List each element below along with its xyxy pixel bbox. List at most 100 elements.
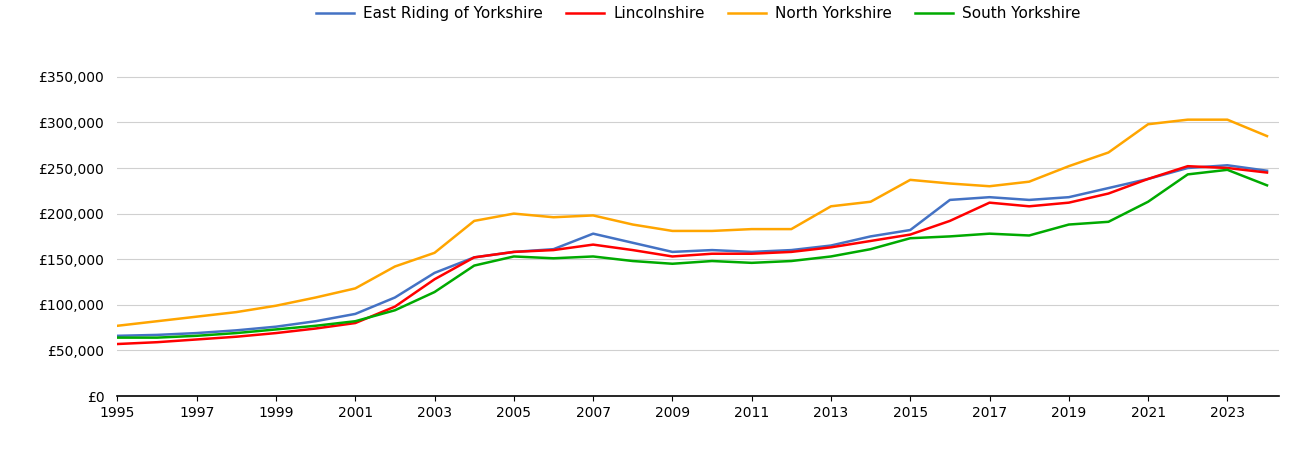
North Yorkshire bbox=[664, 228, 680, 234]
Legend: East Riding of Yorkshire, Lincolnshire, North Yorkshire, South Yorkshire: East Riding of Yorkshire, Lincolnshire, … bbox=[309, 0, 1087, 27]
South Yorkshire bbox=[347, 319, 363, 324]
East Riding of Yorkshire bbox=[823, 243, 839, 248]
North Yorkshire bbox=[269, 303, 284, 308]
North Yorkshire bbox=[506, 211, 522, 216]
North Yorkshire bbox=[744, 226, 760, 232]
Lincolnshire bbox=[981, 200, 997, 205]
South Yorkshire bbox=[903, 235, 919, 241]
South Yorkshire bbox=[427, 289, 442, 295]
East Riding of Yorkshire bbox=[1259, 168, 1275, 173]
East Riding of Yorkshire bbox=[308, 319, 324, 324]
Lincolnshire bbox=[308, 326, 324, 331]
East Riding of Yorkshire bbox=[545, 247, 561, 252]
East Riding of Yorkshire bbox=[863, 234, 878, 239]
East Riding of Yorkshire bbox=[1141, 176, 1156, 182]
North Yorkshire bbox=[586, 213, 602, 218]
Lincolnshire bbox=[545, 248, 561, 253]
Lincolnshire bbox=[942, 218, 958, 224]
North Yorkshire bbox=[863, 199, 878, 204]
Lincolnshire bbox=[1180, 163, 1195, 169]
South Yorkshire bbox=[149, 335, 164, 340]
Line: North Yorkshire: North Yorkshire bbox=[117, 120, 1267, 326]
South Yorkshire bbox=[308, 323, 324, 328]
Lincolnshire bbox=[506, 249, 522, 255]
East Riding of Yorkshire bbox=[228, 328, 244, 333]
Lincolnshire bbox=[1061, 200, 1077, 205]
South Yorkshire bbox=[705, 258, 720, 264]
South Yorkshire bbox=[110, 335, 125, 340]
South Yorkshire bbox=[388, 307, 403, 313]
North Yorkshire bbox=[705, 228, 720, 234]
South Yorkshire bbox=[1259, 183, 1275, 188]
Lincolnshire bbox=[903, 232, 919, 237]
Lincolnshire bbox=[269, 330, 284, 336]
North Yorkshire bbox=[981, 184, 997, 189]
East Riding of Yorkshire bbox=[1100, 185, 1116, 191]
Lincolnshire bbox=[149, 339, 164, 345]
East Riding of Yorkshire bbox=[664, 249, 680, 255]
East Riding of Yorkshire bbox=[1220, 162, 1236, 168]
Lincolnshire bbox=[664, 254, 680, 259]
Lincolnshire bbox=[586, 242, 602, 248]
South Yorkshire bbox=[823, 254, 839, 259]
East Riding of Yorkshire bbox=[189, 330, 205, 336]
South Yorkshire bbox=[586, 254, 602, 259]
North Yorkshire bbox=[903, 177, 919, 183]
North Yorkshire bbox=[308, 295, 324, 300]
North Yorkshire bbox=[110, 323, 125, 328]
South Yorkshire bbox=[228, 330, 244, 336]
Lincolnshire bbox=[744, 251, 760, 256]
North Yorkshire bbox=[189, 314, 205, 319]
Lincolnshire bbox=[705, 251, 720, 256]
South Yorkshire bbox=[981, 231, 997, 236]
North Yorkshire bbox=[149, 319, 164, 324]
East Riding of Yorkshire bbox=[388, 295, 403, 300]
Lincolnshire bbox=[1141, 176, 1156, 182]
South Yorkshire bbox=[269, 327, 284, 332]
North Yorkshire bbox=[427, 250, 442, 256]
Lincolnshire bbox=[228, 334, 244, 339]
Line: Lincolnshire: Lincolnshire bbox=[117, 166, 1267, 344]
North Yorkshire bbox=[228, 310, 244, 315]
East Riding of Yorkshire bbox=[506, 249, 522, 255]
North Yorkshire bbox=[347, 286, 363, 291]
South Yorkshire bbox=[466, 263, 482, 268]
North Yorkshire bbox=[1220, 117, 1236, 122]
North Yorkshire bbox=[545, 215, 561, 220]
South Yorkshire bbox=[1100, 219, 1116, 225]
North Yorkshire bbox=[1022, 179, 1037, 184]
South Yorkshire bbox=[1022, 233, 1037, 238]
South Yorkshire bbox=[1180, 172, 1195, 177]
East Riding of Yorkshire bbox=[744, 249, 760, 255]
North Yorkshire bbox=[1180, 117, 1195, 122]
South Yorkshire bbox=[783, 258, 799, 264]
Lincolnshire bbox=[783, 249, 799, 255]
East Riding of Yorkshire bbox=[149, 332, 164, 338]
South Yorkshire bbox=[506, 254, 522, 259]
East Riding of Yorkshire bbox=[705, 248, 720, 253]
Lincolnshire bbox=[466, 255, 482, 260]
East Riding of Yorkshire bbox=[347, 311, 363, 317]
South Yorkshire bbox=[664, 261, 680, 266]
East Riding of Yorkshire bbox=[625, 240, 641, 246]
North Yorkshire bbox=[1100, 150, 1116, 155]
South Yorkshire bbox=[863, 247, 878, 252]
Lincolnshire bbox=[863, 238, 878, 243]
Lincolnshire bbox=[625, 248, 641, 253]
North Yorkshire bbox=[823, 203, 839, 209]
East Riding of Yorkshire bbox=[269, 324, 284, 329]
East Riding of Yorkshire bbox=[981, 194, 997, 200]
Lincolnshire bbox=[1220, 165, 1236, 171]
Lincolnshire bbox=[427, 277, 442, 282]
East Riding of Yorkshire bbox=[942, 197, 958, 202]
Lincolnshire bbox=[823, 245, 839, 250]
South Yorkshire bbox=[1220, 167, 1236, 172]
Lincolnshire bbox=[1100, 191, 1116, 196]
Lincolnshire bbox=[189, 337, 205, 342]
East Riding of Yorkshire bbox=[1061, 194, 1077, 200]
North Yorkshire bbox=[783, 226, 799, 232]
Lincolnshire bbox=[1022, 203, 1037, 209]
North Yorkshire bbox=[942, 181, 958, 186]
South Yorkshire bbox=[189, 333, 205, 338]
South Yorkshire bbox=[744, 260, 760, 265]
